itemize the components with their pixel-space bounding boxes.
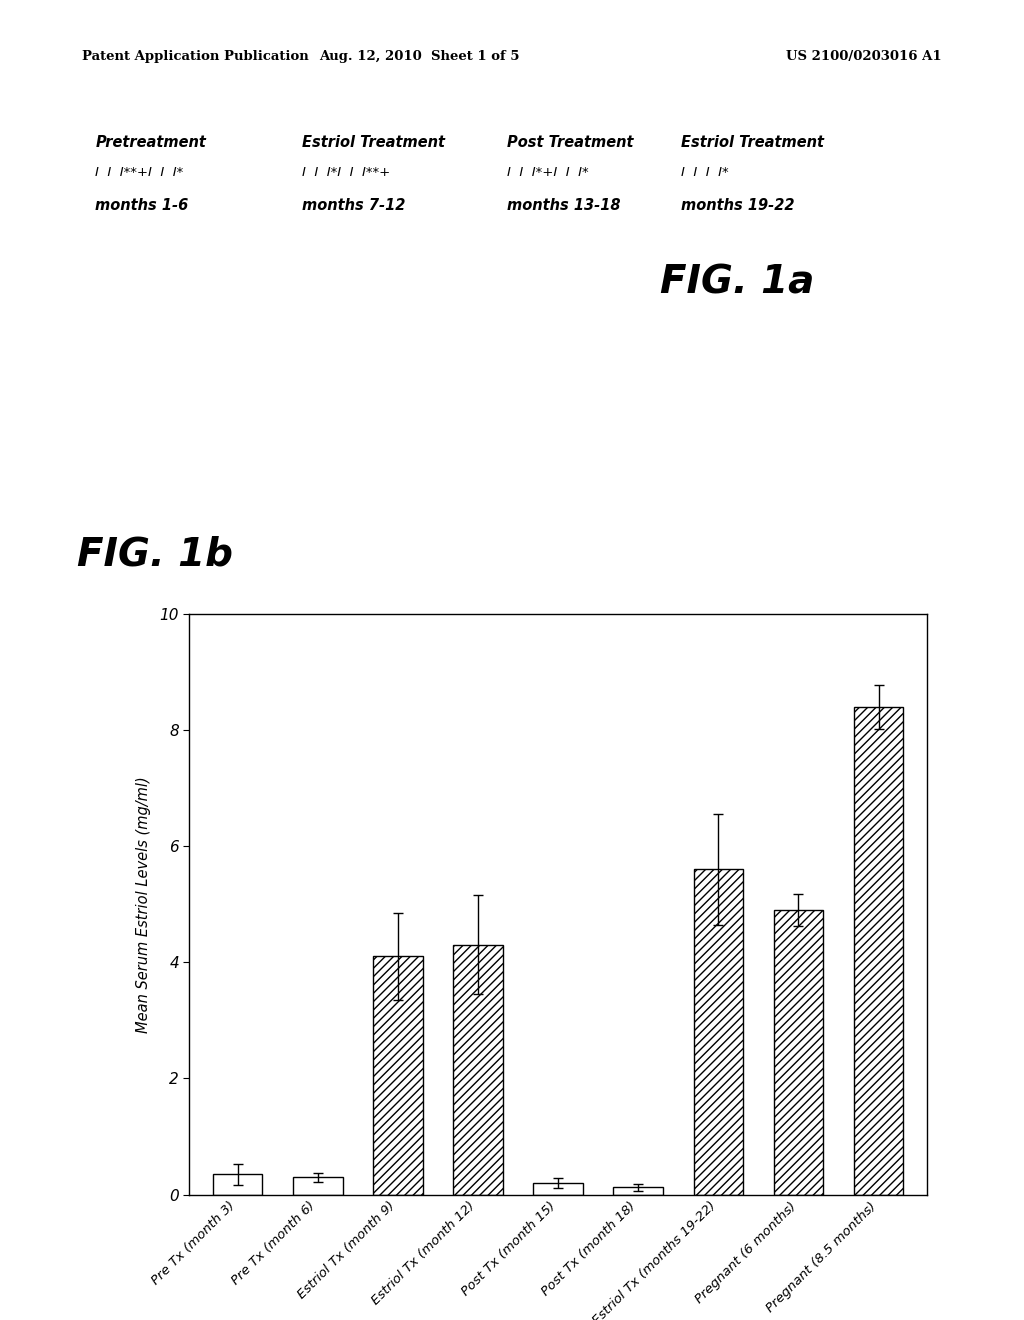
Y-axis label: Mean Serum Estriol Levels (mg/ml): Mean Serum Estriol Levels (mg/ml) <box>136 776 152 1032</box>
Bar <box>534 1183 583 1195</box>
Text: Patent Application Publication: Patent Application Publication <box>82 50 308 63</box>
Bar <box>774 909 823 1195</box>
Text: Estriol Treatment: Estriol Treatment <box>302 135 445 149</box>
Text: I  I  I**+I  I  I*: I I I**+I I I* <box>95 166 183 180</box>
Text: Estriol Treatment: Estriol Treatment <box>681 135 824 149</box>
Text: Post Treatment: Post Treatment <box>507 135 634 149</box>
Bar <box>613 1187 664 1195</box>
Text: I  I  I  I*: I I I I* <box>681 166 729 180</box>
Bar <box>453 945 503 1195</box>
Bar <box>854 706 903 1195</box>
Text: months 7-12: months 7-12 <box>302 198 406 213</box>
Text: US 2100/0203016 A1: US 2100/0203016 A1 <box>786 50 942 63</box>
Text: FIG. 1b: FIG. 1b <box>77 536 232 574</box>
Text: months 19-22: months 19-22 <box>681 198 795 213</box>
Text: months 13-18: months 13-18 <box>507 198 621 213</box>
Bar <box>693 870 743 1195</box>
Bar <box>373 957 423 1195</box>
Bar <box>213 1175 262 1195</box>
Text: I  I  I*+I  I  I*: I I I*+I I I* <box>507 166 589 180</box>
Text: FIG. 1a: FIG. 1a <box>660 264 815 302</box>
Text: I  I  I*I  I  I**+: I I I*I I I**+ <box>302 166 390 180</box>
Text: Pretreatment: Pretreatment <box>95 135 206 149</box>
Bar <box>293 1177 342 1195</box>
Text: months 1-6: months 1-6 <box>95 198 188 213</box>
Text: Aug. 12, 2010  Sheet 1 of 5: Aug. 12, 2010 Sheet 1 of 5 <box>319 50 520 63</box>
